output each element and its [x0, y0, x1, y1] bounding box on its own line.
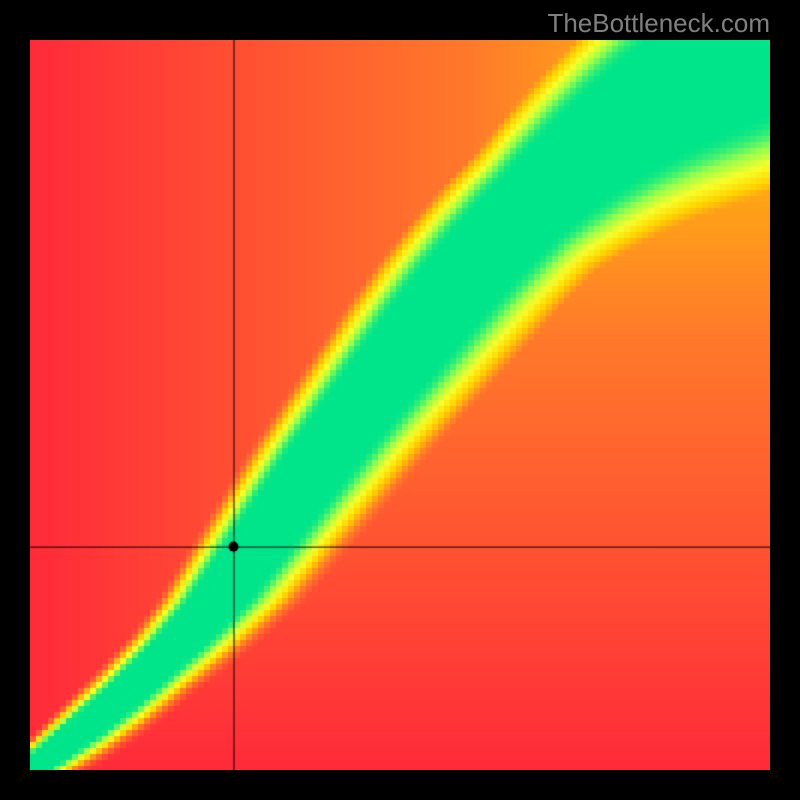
heatmap-plot	[30, 40, 770, 770]
chart-container: { "canvas": { "width": 800, "height": 80…	[0, 0, 800, 800]
watermark-text: TheBottleneck.com	[547, 8, 770, 39]
heatmap-canvas	[30, 40, 770, 770]
